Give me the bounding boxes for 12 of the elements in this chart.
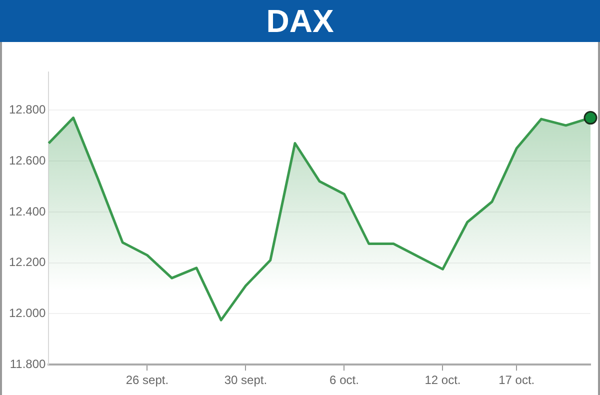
x-tick-label: 12 oct. [424,373,461,388]
chart-title: DAX [0,0,600,42]
y-tick-label: 12.400 [9,204,46,218]
y-tick-label: 12.200 [9,255,46,270]
x-tick-label: 30 sept. [224,373,268,388]
x-tick-label: 6 oct. [330,373,359,388]
x-tick-label: 26 sept. [126,373,169,388]
y-tick-label: 12.600 [9,153,46,168]
x-tick-label: 17 oct. [498,373,535,388]
y-tick-label: 11.800 [10,356,46,371]
y-tick-label: 12.800 [9,102,46,116]
y-tick-label: 12.000 [9,306,46,320]
